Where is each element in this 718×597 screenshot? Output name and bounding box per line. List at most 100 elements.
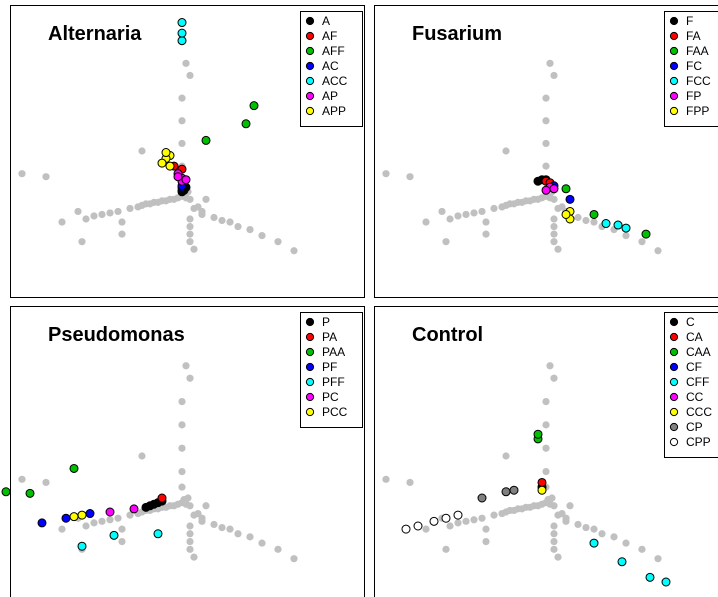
legend-label-pf: PF <box>322 360 337 374</box>
legend-marker-fa <box>669 31 679 41</box>
point-ap <box>173 172 183 182</box>
background-point <box>58 525 66 533</box>
legend-marker-acc <box>305 76 315 86</box>
point-pff <box>153 529 163 539</box>
background-point <box>550 545 558 553</box>
legend-label-cff: CFF <box>686 375 709 389</box>
point-pcc <box>77 510 87 520</box>
background-point <box>182 59 190 67</box>
background-point <box>542 444 550 452</box>
background-point <box>598 530 606 538</box>
legend-marker-ccc <box>669 407 679 417</box>
legend-marker-f <box>669 16 679 26</box>
background-point <box>638 238 646 246</box>
background-point <box>622 232 630 240</box>
point-fpp <box>561 209 571 219</box>
background-point <box>478 207 486 216</box>
legend-label-cp: CP <box>686 420 703 434</box>
background-point <box>550 222 558 231</box>
background-point <box>190 511 198 519</box>
background-point <box>290 555 298 563</box>
legend-label-fpp: FPP <box>686 104 709 118</box>
background-point <box>118 537 126 546</box>
legend-label-pcc: PCC <box>322 405 348 419</box>
background-point <box>502 147 510 155</box>
background-point <box>562 514 570 522</box>
point-pff <box>109 530 119 540</box>
point-fp <box>549 184 559 194</box>
legend-marker-af <box>305 31 315 41</box>
background-point <box>90 212 98 220</box>
legend-marker-cpp <box>669 437 679 447</box>
background-point <box>478 514 486 522</box>
background-point <box>550 238 558 246</box>
background-point <box>550 530 558 538</box>
legend-marker-pff <box>305 377 315 387</box>
legend-label-pc: PC <box>322 390 339 404</box>
background-point <box>42 173 50 181</box>
background-point <box>106 209 114 217</box>
background-point <box>638 545 646 553</box>
point-cp <box>509 485 519 495</box>
background-point <box>186 215 194 223</box>
point-cpp <box>401 524 411 534</box>
background-point <box>202 195 210 203</box>
background-point <box>218 523 226 532</box>
background-point <box>490 511 498 519</box>
background-point <box>470 516 478 524</box>
point-caa <box>533 429 543 439</box>
background-point <box>184 494 192 502</box>
legend-marker-pa <box>305 332 315 342</box>
legend-marker-faa <box>669 46 679 56</box>
legend-label-fc: FC <box>686 59 702 73</box>
point-acc <box>177 28 187 38</box>
point-ca <box>537 477 547 487</box>
background-point <box>550 230 558 238</box>
background-point <box>18 170 26 178</box>
point-cpp <box>453 510 463 520</box>
background-point <box>78 238 86 246</box>
background-point <box>114 514 122 522</box>
background-point <box>542 94 550 102</box>
background-point <box>406 478 414 487</box>
background-point <box>138 452 146 460</box>
point-app <box>157 158 167 168</box>
background-point <box>186 222 194 231</box>
legend-label-cpp: CPP <box>686 435 711 449</box>
background-point <box>554 553 562 561</box>
point-cp <box>477 493 487 503</box>
point-pff <box>77 541 87 551</box>
background-point <box>202 502 210 510</box>
background-point <box>446 215 454 223</box>
background-point <box>190 204 198 213</box>
point-fcc <box>621 223 631 233</box>
background-point <box>190 245 198 253</box>
legend-marker-cp <box>669 422 679 432</box>
point-cff <box>617 557 627 567</box>
background-point <box>422 525 430 533</box>
background-point <box>550 195 558 203</box>
background-point <box>182 362 190 370</box>
background-point <box>590 525 598 533</box>
background-point <box>482 230 490 238</box>
legend-label-af: AF <box>322 29 337 43</box>
legend-label-pff: PFF <box>322 375 345 389</box>
point-cpp <box>429 516 439 526</box>
background-point <box>98 517 106 525</box>
point-cff <box>589 538 599 548</box>
background-point <box>482 537 490 546</box>
legend-label-caa: CAA <box>686 345 711 359</box>
background-point <box>198 514 206 522</box>
point-pf <box>85 509 95 519</box>
background-point <box>542 397 550 406</box>
background-point <box>482 218 490 226</box>
background-point <box>554 245 562 253</box>
legend-marker-fcc <box>669 76 679 86</box>
point-ap <box>181 175 191 185</box>
background-point <box>542 162 550 170</box>
background-point <box>490 204 498 213</box>
background-point <box>210 520 218 529</box>
background-point <box>186 502 194 510</box>
point-ccc <box>537 485 547 495</box>
